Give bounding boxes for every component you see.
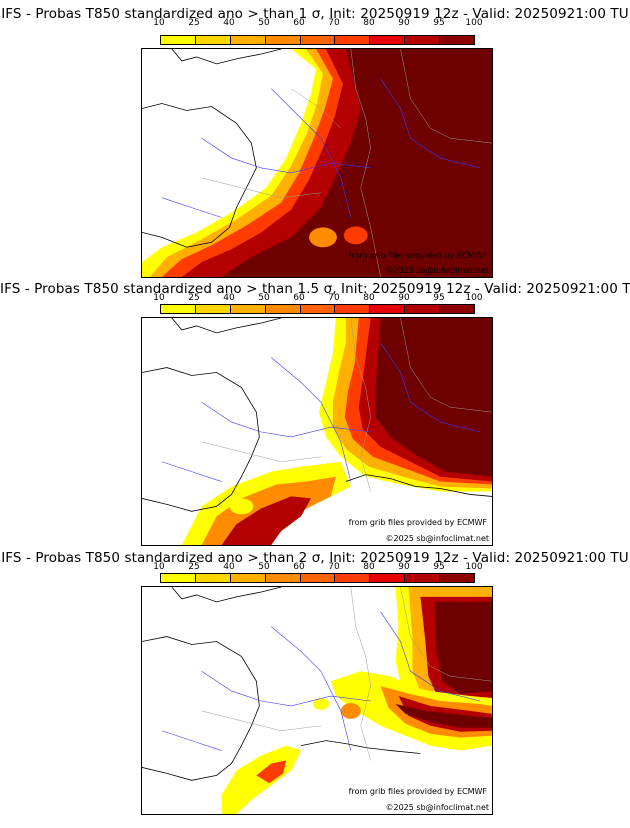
probability-shading	[181, 318, 492, 545]
map-svg	[142, 318, 492, 545]
colorbar-swatch	[195, 36, 231, 44]
colorbar-swatch	[335, 574, 371, 582]
colorbar-tick: 10	[153, 18, 165, 28]
colorbar	[160, 35, 475, 45]
colorbar-tick: 10	[153, 562, 165, 572]
colorbar-labels: 10 25 40 50 60 70 80 90 95 100	[150, 293, 490, 305]
colorbar-tick: 60	[293, 18, 305, 28]
credit-copyright: ©2025 sb@infoclimat.net	[385, 803, 490, 812]
probability-map	[141, 317, 493, 546]
colorbar	[160, 304, 475, 314]
credit-source: from grib files provided by ECMWF	[348, 518, 487, 527]
colorbar-swatch	[370, 305, 406, 313]
colorbar-tick: 90	[398, 18, 410, 28]
colorbar-swatch	[161, 305, 196, 313]
credit-source: from grib files provided by ECMWF	[348, 251, 487, 260]
colorbar-tick: 40	[223, 293, 235, 303]
borders	[201, 318, 492, 492]
colorbar-swatch	[161, 574, 196, 582]
colorbar-swatch	[161, 36, 196, 44]
colorbar-tick: 100	[465, 562, 483, 572]
colorbar-swatch	[265, 305, 301, 313]
colorbar-swatch	[300, 36, 336, 44]
colorbar-tick: 80	[363, 562, 375, 572]
rivers	[161, 342, 481, 482]
colorbar-tick: 100	[465, 293, 483, 303]
coastlines	[142, 49, 282, 248]
colorbar-tick: 90	[398, 293, 410, 303]
coastlines	[142, 587, 421, 781]
colorbar-labels: 10 25 40 50 60 70 80 90 95 100	[150, 562, 490, 574]
colorbar-swatch	[300, 305, 336, 313]
probability-map	[141, 48, 493, 278]
probability-shading	[142, 49, 492, 277]
colorbar-tick: 95	[433, 562, 445, 572]
colorbar-labels: 10 25 40 50 60 70 80 90 95 100	[150, 18, 490, 30]
panel-1: IFS - Probas T850 standardized ano > tha…	[0, 0, 630, 278]
colorbar-tick: 90	[398, 562, 410, 572]
map-svg	[142, 587, 492, 814]
colorbar-tick: 50	[258, 562, 270, 572]
colorbar-tick: 70	[328, 562, 340, 572]
panel-title: IFS - Probas T850 standardized ano > tha…	[1, 550, 629, 566]
colorbar-tick: 70	[328, 293, 340, 303]
colorbar-tick: 60	[293, 293, 305, 303]
panel-3: IFS - Probas T850 standardized ano > tha…	[0, 545, 630, 828]
colorbar-tick: 10	[153, 293, 165, 303]
colorbar	[160, 573, 475, 583]
credit-copyright: ©2025 sb@infoclimat.net	[385, 534, 490, 543]
colorbar-tick: 40	[223, 562, 235, 572]
colorbar-tick: 25	[188, 562, 200, 572]
colorbar-tick: 50	[258, 18, 270, 28]
colorbar-tick: 100	[465, 18, 483, 28]
colorbar-tick: 25	[188, 293, 200, 303]
colorbar-swatch	[195, 574, 231, 582]
colorbar-tick: 95	[433, 293, 445, 303]
colorbar-swatch	[405, 305, 441, 313]
probability-shading	[221, 587, 492, 814]
colorbar-tick: 40	[223, 18, 235, 28]
colorbar-tick: 50	[258, 293, 270, 303]
borders	[201, 49, 492, 277]
colorbar-swatch	[440, 36, 475, 44]
colorbar-swatch	[440, 305, 475, 313]
colorbar-swatch	[335, 36, 371, 44]
colorbar-swatch	[370, 574, 406, 582]
colorbar-tick: 95	[433, 18, 445, 28]
colorbar-swatch	[440, 574, 475, 582]
rivers	[161, 78, 481, 218]
borders	[201, 587, 492, 761]
credit-source: from grib files provided by ECMWF	[348, 787, 487, 796]
colorbar-tick: 60	[293, 562, 305, 572]
colorbar-swatch	[230, 36, 266, 44]
colorbar-swatch	[335, 305, 371, 313]
credit-copyright: ©2025 sb@infoclimat.net	[385, 266, 490, 275]
colorbar-tick: 70	[328, 18, 340, 28]
rivers	[161, 611, 481, 751]
colorbar-swatch	[230, 574, 266, 582]
colorbar-swatch	[405, 574, 441, 582]
colorbar-tick: 80	[363, 18, 375, 28]
panel-title: IFS - Probas T850 standardized ano > tha…	[0, 281, 630, 297]
colorbar-tick: 80	[363, 293, 375, 303]
colorbar-swatch	[265, 574, 301, 582]
probability-map	[141, 586, 493, 815]
colorbar-swatch	[370, 36, 406, 44]
colorbar-swatch	[405, 36, 441, 44]
colorbar-swatch	[195, 305, 231, 313]
map-svg	[142, 49, 492, 277]
panel-title: IFS - Probas T850 standardized ano > tha…	[1, 6, 629, 22]
colorbar-swatch	[300, 574, 336, 582]
colorbar-tick: 25	[188, 18, 200, 28]
panel-2: IFS - Probas T850 standardized ano > tha…	[0, 276, 630, 546]
colorbar-swatch	[230, 305, 266, 313]
colorbar-swatch	[265, 36, 301, 44]
